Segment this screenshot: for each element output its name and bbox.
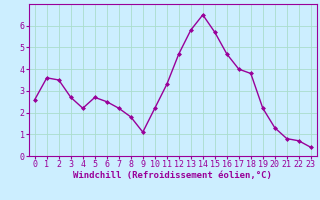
X-axis label: Windchill (Refroidissement éolien,°C): Windchill (Refroidissement éolien,°C) bbox=[73, 171, 272, 180]
